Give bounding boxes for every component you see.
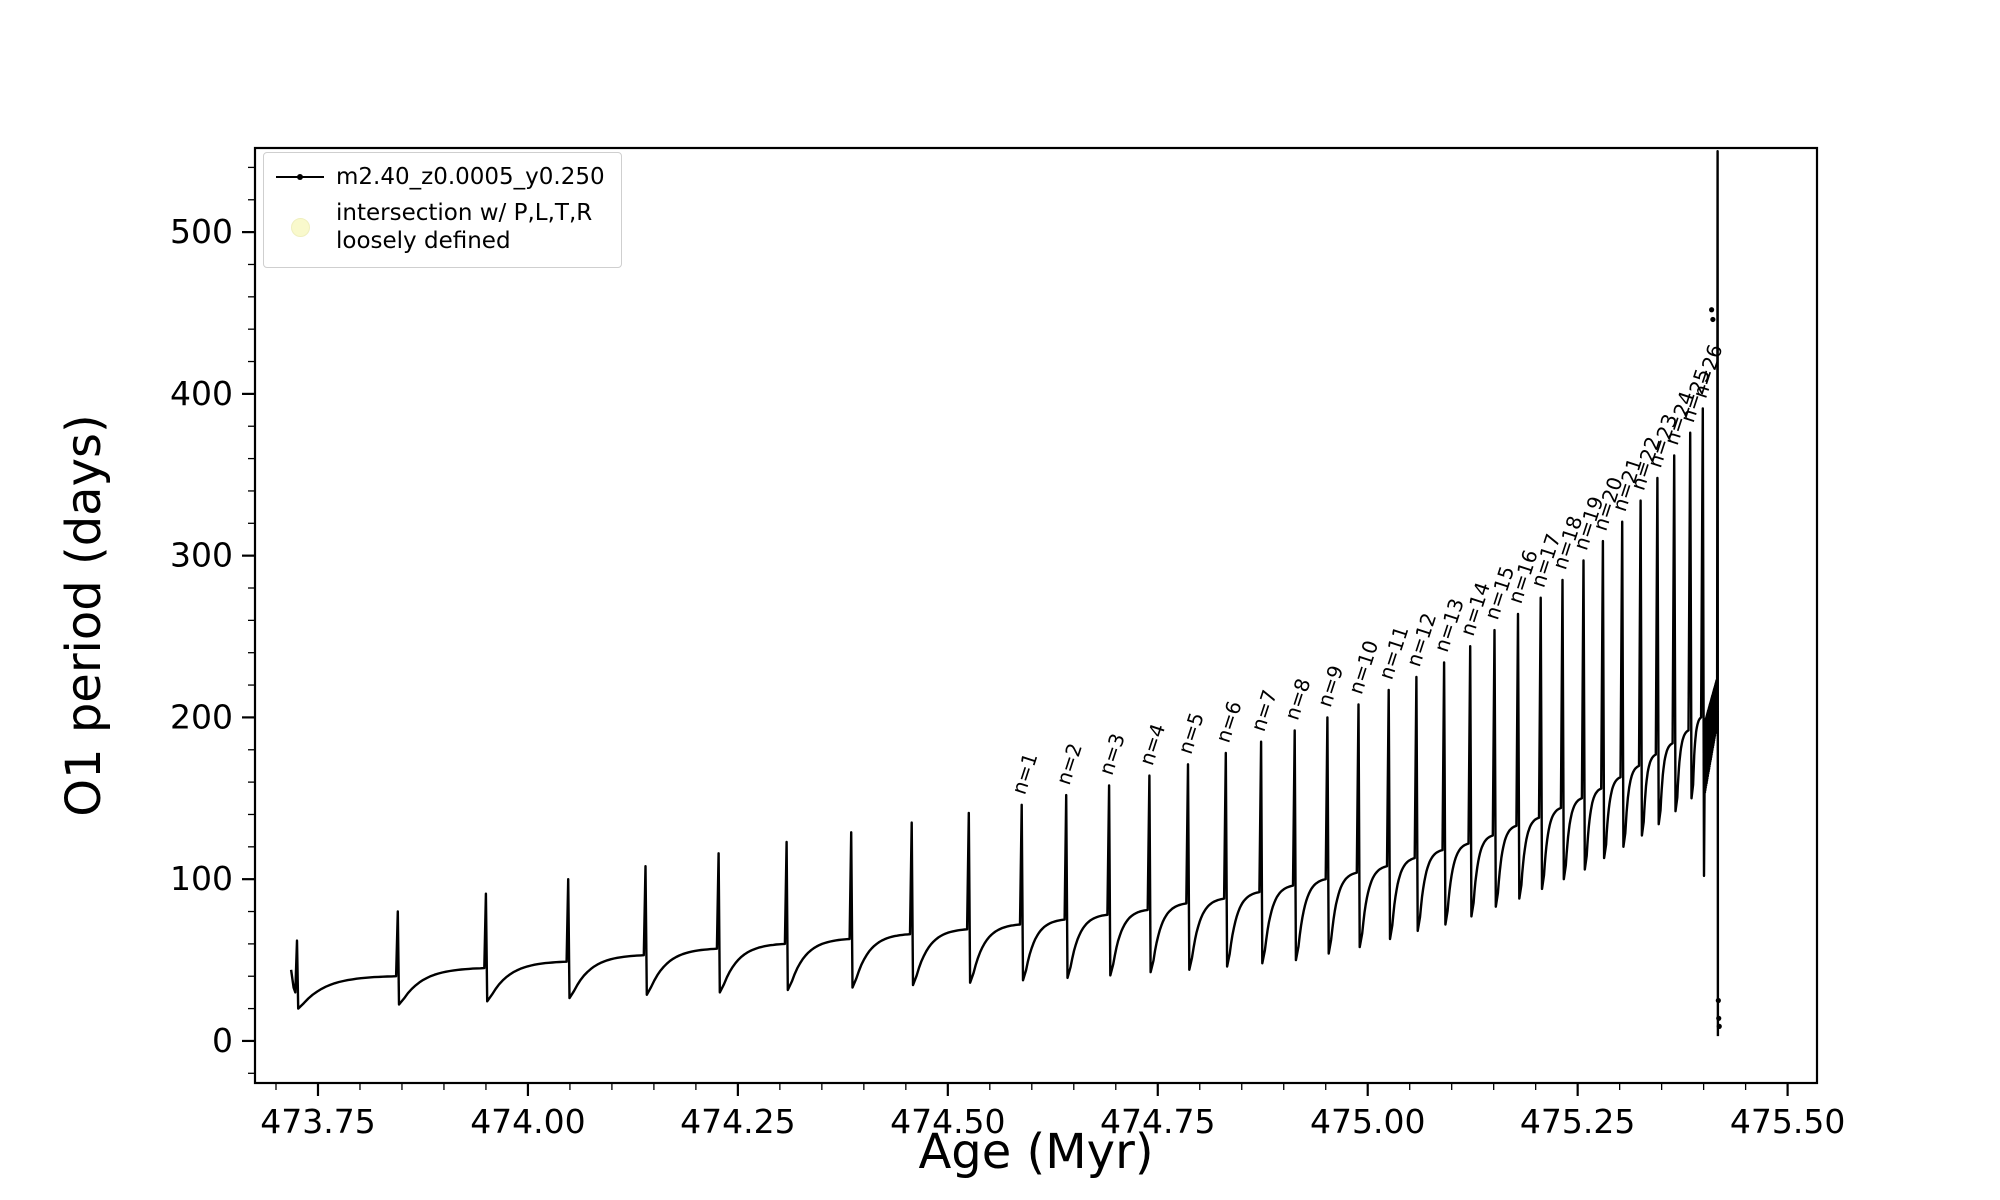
x-tick-label: 475.50	[1730, 1102, 1845, 1141]
y-tick-label: 500	[170, 212, 233, 251]
legend-entry-series: m2.40_z0.0005_y0.250	[276, 163, 605, 191]
spike-label: n=3	[1094, 730, 1130, 778]
x-tick-label: 474.25	[680, 1102, 795, 1141]
axes-box	[253, 146, 1819, 1085]
x-tick-label: 475.25	[1520, 1102, 1635, 1141]
spike-label: n=6	[1211, 698, 1247, 746]
data-dot	[1716, 1015, 1722, 1021]
spike-label: n=8	[1280, 675, 1316, 723]
circle-marker-icon	[276, 215, 324, 239]
x-tick-label: 474.00	[470, 1102, 585, 1141]
line-dot-marker-icon	[276, 165, 324, 189]
x-tick-label: 474.75	[1100, 1102, 1215, 1141]
y-tick-label: 0	[212, 1021, 233, 1060]
spike-label: n=7	[1246, 687, 1282, 735]
spike-label: n=9	[1312, 662, 1348, 710]
spike-label: n=4	[1134, 721, 1170, 769]
legend-label-series: m2.40_z0.0005_y0.250	[336, 164, 605, 190]
y-tick-label: 100	[170, 859, 233, 898]
legend-label-intersection: intersection w/ P,L,T,R loosely defined	[336, 200, 593, 255]
data-dot	[1716, 1023, 1722, 1029]
data-dot	[1715, 997, 1721, 1004]
y-tick-label: 300	[170, 536, 233, 575]
x-tick-label: 475.00	[1310, 1102, 1425, 1141]
y-tick-label: 200	[170, 697, 233, 736]
x-tick-label: 474.50	[890, 1102, 1005, 1141]
x-tick-label: 473.75	[260, 1102, 375, 1141]
data-dot	[1710, 316, 1716, 323]
legend-entry-intersection: intersection w/ P,L,T,R loosely defined	[276, 199, 605, 255]
spike-label: n=5	[1173, 709, 1209, 757]
spike-label: n=2	[1051, 740, 1087, 788]
series-path	[289, 150, 1720, 1037]
x-axis-label: Age (Myr)	[918, 1124, 1153, 1180]
spike-label: n=1	[1007, 750, 1043, 798]
y-axis-label: O1 period (days)	[56, 414, 112, 817]
data-dot	[1709, 307, 1715, 313]
y-tick-label: 400	[170, 374, 233, 413]
legend: m2.40_z0.0005_y0.250 intersection w/ P,L…	[263, 152, 622, 269]
